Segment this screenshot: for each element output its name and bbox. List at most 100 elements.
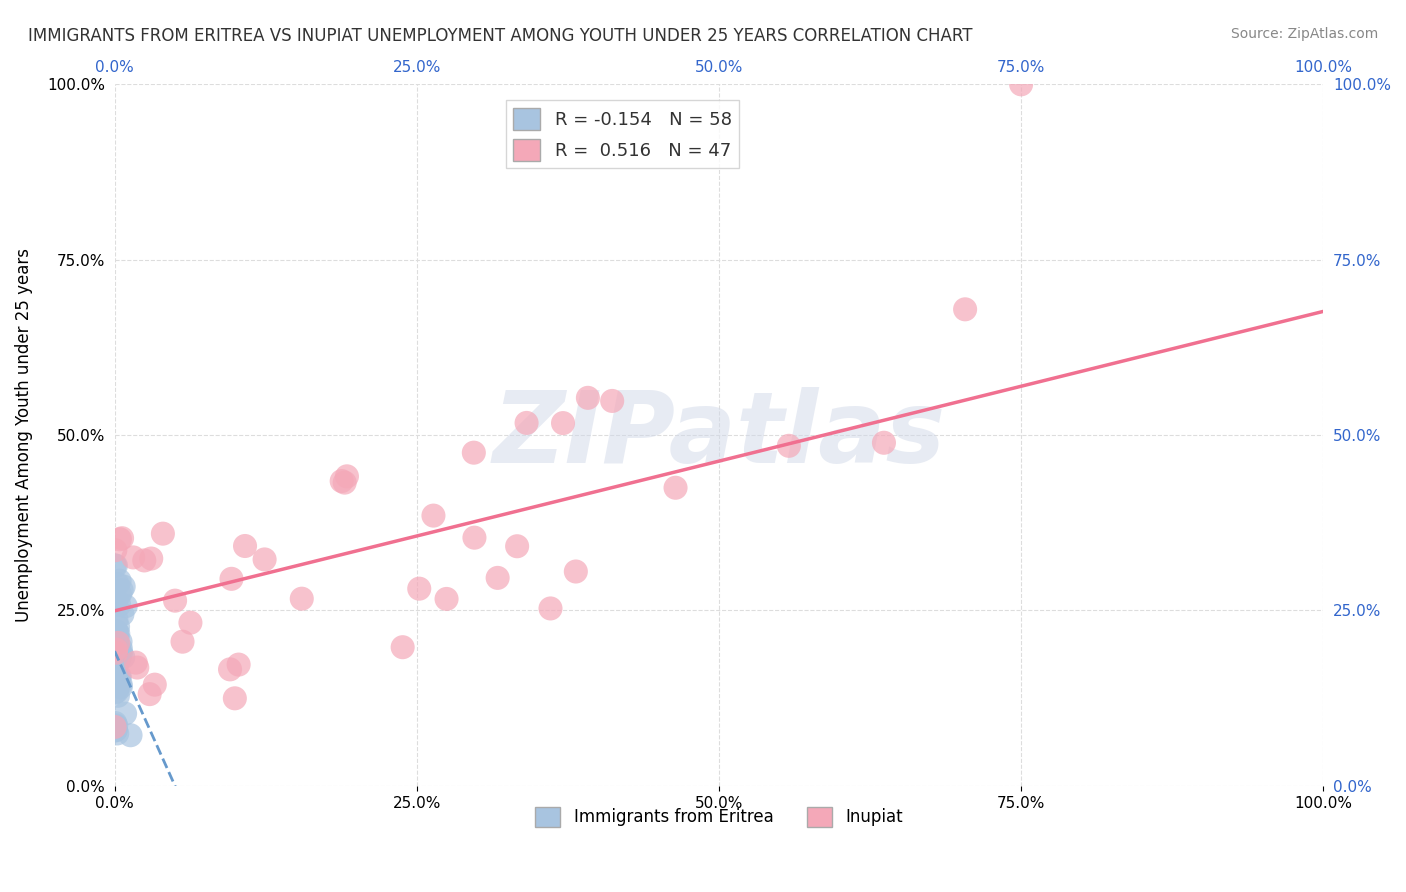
Point bbox=[104, 716, 127, 731]
Point bbox=[600, 393, 623, 408]
Point bbox=[107, 636, 129, 650]
Point bbox=[104, 631, 127, 645]
Point bbox=[105, 672, 128, 686]
Point bbox=[111, 583, 134, 598]
Point bbox=[112, 650, 135, 665]
Point bbox=[333, 475, 356, 490]
Point bbox=[873, 435, 896, 450]
Point bbox=[108, 574, 131, 588]
Point bbox=[104, 646, 127, 660]
Point bbox=[105, 637, 128, 651]
Point bbox=[108, 650, 131, 665]
Point bbox=[105, 632, 128, 646]
Point bbox=[105, 627, 128, 641]
Point bbox=[110, 680, 132, 694]
Point bbox=[165, 593, 187, 607]
Point bbox=[104, 723, 127, 737]
Text: Source: ZipAtlas.com: Source: ZipAtlas.com bbox=[1230, 27, 1378, 41]
Point bbox=[391, 640, 413, 655]
Point bbox=[107, 675, 129, 690]
Point bbox=[436, 591, 458, 606]
Point bbox=[565, 565, 588, 579]
Point bbox=[253, 552, 276, 566]
Point bbox=[330, 474, 353, 488]
Point bbox=[120, 728, 142, 742]
Point bbox=[110, 677, 132, 691]
Point bbox=[127, 660, 149, 674]
Point bbox=[104, 723, 127, 737]
Point bbox=[107, 673, 129, 688]
Point bbox=[576, 391, 599, 405]
Point bbox=[551, 416, 574, 430]
Point bbox=[540, 601, 562, 615]
Point bbox=[122, 550, 145, 565]
Point bbox=[172, 634, 194, 648]
Point bbox=[111, 607, 134, 622]
Point bbox=[1010, 78, 1032, 92]
Point bbox=[111, 531, 134, 545]
Point bbox=[107, 641, 129, 656]
Point bbox=[108, 533, 131, 547]
Point bbox=[516, 416, 538, 430]
Point bbox=[107, 620, 129, 634]
Point bbox=[104, 723, 127, 738]
Point bbox=[108, 671, 131, 685]
Point bbox=[141, 551, 163, 566]
Point bbox=[422, 508, 444, 523]
Point bbox=[105, 656, 128, 670]
Legend: Immigrants from Eritrea, Inupiat: Immigrants from Eritrea, Inupiat bbox=[529, 800, 910, 833]
Point bbox=[778, 439, 800, 453]
Point bbox=[114, 706, 136, 721]
Point bbox=[143, 678, 166, 692]
Point bbox=[104, 657, 127, 671]
Point bbox=[224, 691, 246, 706]
Point bbox=[110, 634, 132, 648]
Point bbox=[107, 626, 129, 640]
Point bbox=[104, 629, 127, 643]
Point bbox=[104, 670, 127, 684]
Text: IMMIGRANTS FROM ERITREA VS INUPIAT UNEMPLOYMENT AMONG YOUTH UNDER 25 YEARS CORRE: IMMIGRANTS FROM ERITREA VS INUPIAT UNEMP… bbox=[28, 27, 973, 45]
Point bbox=[104, 558, 127, 573]
Point bbox=[105, 612, 128, 626]
Point bbox=[104, 720, 127, 734]
Point bbox=[105, 726, 128, 740]
Point bbox=[110, 646, 132, 660]
Point bbox=[125, 656, 148, 670]
Point bbox=[110, 641, 132, 656]
Point bbox=[152, 526, 174, 541]
Point bbox=[219, 662, 242, 676]
Text: ZIPatlas: ZIPatlas bbox=[492, 386, 945, 483]
Point bbox=[107, 577, 129, 591]
Point bbox=[105, 625, 128, 640]
Point bbox=[104, 626, 127, 640]
Point bbox=[108, 598, 131, 612]
Point bbox=[104, 593, 127, 607]
Point bbox=[134, 553, 156, 567]
Point bbox=[506, 539, 529, 553]
Point bbox=[112, 580, 135, 594]
Point bbox=[105, 624, 128, 639]
Point bbox=[336, 469, 359, 483]
Point bbox=[463, 445, 485, 459]
Point bbox=[104, 640, 127, 654]
Point bbox=[105, 669, 128, 683]
Point bbox=[107, 678, 129, 692]
Point bbox=[107, 679, 129, 693]
Point bbox=[104, 685, 127, 699]
Point bbox=[233, 539, 256, 553]
Point bbox=[105, 718, 128, 732]
Point bbox=[104, 543, 127, 558]
Point bbox=[953, 302, 976, 317]
Point bbox=[486, 571, 509, 585]
Point bbox=[408, 582, 430, 596]
Point bbox=[463, 531, 485, 545]
Point bbox=[107, 689, 129, 703]
Point bbox=[104, 723, 127, 738]
Point bbox=[108, 669, 131, 683]
Point bbox=[664, 481, 686, 495]
Point bbox=[105, 679, 128, 693]
Point bbox=[104, 718, 127, 732]
Point bbox=[138, 687, 160, 701]
Point bbox=[228, 657, 250, 672]
Point bbox=[104, 676, 127, 690]
